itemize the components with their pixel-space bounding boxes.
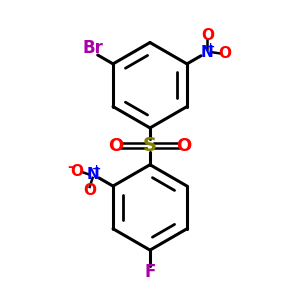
Text: S: S [143,136,157,155]
Text: F: F [144,263,156,281]
Text: O: O [83,183,96,198]
Text: +: + [92,164,101,174]
Text: O: O [176,136,191,154]
Text: N: N [201,45,214,60]
Text: Br: Br [82,39,103,57]
Text: +: + [206,42,215,52]
Text: O: O [201,28,214,44]
Text: O: O [109,136,124,154]
Text: -: - [67,160,73,174]
Text: O: O [218,46,232,61]
Text: N: N [86,167,99,182]
Text: O: O [70,164,83,179]
